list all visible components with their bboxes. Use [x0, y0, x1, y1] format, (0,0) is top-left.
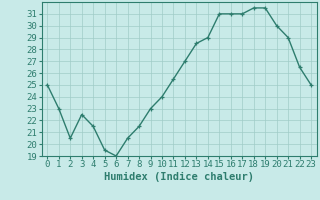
X-axis label: Humidex (Indice chaleur): Humidex (Indice chaleur) — [104, 172, 254, 182]
